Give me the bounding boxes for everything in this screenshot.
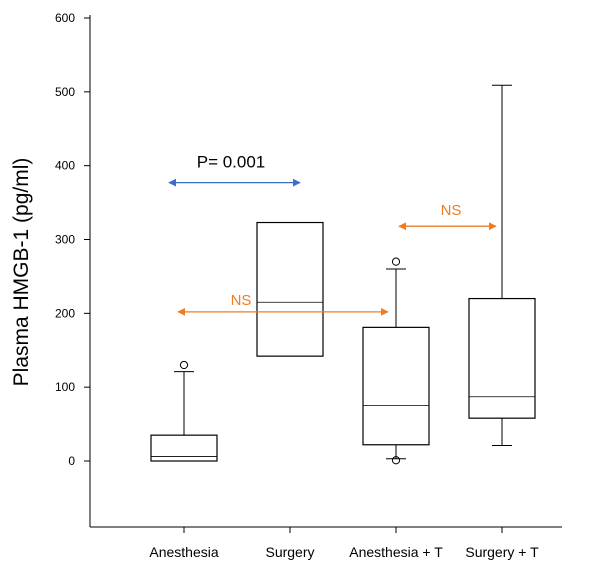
- significance-annotation: NS: [398, 202, 497, 231]
- box-anesthesia: [150, 360, 218, 462]
- x-tick-label: Anesthesia + T: [349, 544, 443, 560]
- y-tick-label: 300: [55, 233, 75, 247]
- annotation-label: P= 0.001: [197, 153, 266, 172]
- iqr-box: [362, 326, 430, 446]
- significance-annotation: P= 0.001: [168, 153, 301, 187]
- y-tick-label: 0: [68, 454, 75, 468]
- x-tick-label: Anesthesia: [149, 544, 218, 560]
- box-anesthesia-t: [362, 257, 430, 465]
- outlier-point: [179, 360, 189, 370]
- boxes: [150, 84, 536, 465]
- y-tick-label: 400: [55, 159, 75, 173]
- annotation-label: NS: [441, 202, 462, 219]
- x-tick-label: Surgery + T: [465, 544, 539, 560]
- y-tick-label: 600: [55, 11, 75, 25]
- annotations: P= 0.001 NS NS: [168, 153, 497, 316]
- y-axis-label: Plasma HMGB-1 (pg/ml): [10, 158, 33, 387]
- significance-annotation: NS: [177, 292, 389, 316]
- annotation-label: NS: [231, 292, 252, 309]
- y-tick-label: 500: [55, 85, 75, 99]
- x-tick-label: Surgery: [265, 544, 314, 560]
- box-surgery-t: [468, 84, 536, 446]
- y-tick-label: 200: [55, 306, 75, 320]
- iqr-box: [150, 434, 218, 462]
- axes: 0 100 200 300 400 500 600 Anesthesia Surgery Anes…: [55, 11, 562, 560]
- outlier-point: [391, 456, 401, 465]
- outlier-point: [391, 257, 401, 266]
- iqr-box: [256, 221, 324, 357]
- y-tick-label: 100: [55, 380, 75, 394]
- box-surgery: [256, 221, 324, 357]
- iqr-box: [468, 297, 536, 419]
